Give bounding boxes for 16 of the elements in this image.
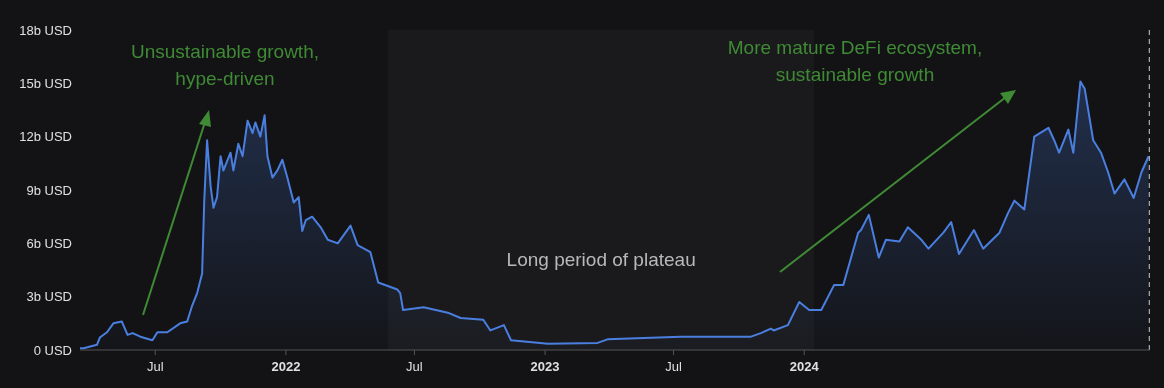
annotation: More mature DeFi ecosystem, sustainable growth xyxy=(726,36,984,87)
y-tick-label: 0 USD xyxy=(33,342,72,358)
band-label: Long period of plateau xyxy=(506,249,696,270)
y-tick-label: 3b USD xyxy=(26,289,72,305)
x-tick-label: Jul xyxy=(406,359,423,374)
x-tick-label: 2023 xyxy=(530,359,560,374)
y-tick-label: 15b USD xyxy=(19,75,72,91)
y-tick-label: 12b USD xyxy=(19,129,72,145)
y-tick-label: 9b USD xyxy=(26,182,72,198)
x-tick-label: 2022 xyxy=(271,359,301,374)
x-tick-label: Jul xyxy=(665,359,682,374)
y-tick-label: 18b USD xyxy=(19,22,72,38)
x-tick-label: Jul xyxy=(146,359,164,374)
x-tick-label: 2024 xyxy=(789,359,820,374)
y-tick-label: 6b USD xyxy=(26,235,72,251)
annotation: Unsustainable growth, hype-driven xyxy=(131,41,319,89)
